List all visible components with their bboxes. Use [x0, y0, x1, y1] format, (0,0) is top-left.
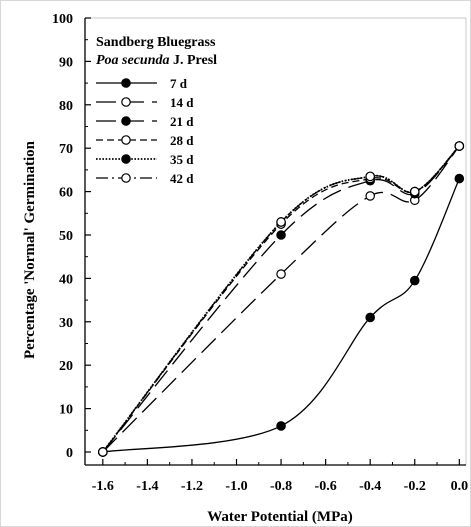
x-tick-label: -0.6: [315, 479, 337, 494]
legend-title-line2: Poa secunda J. Presl: [96, 53, 217, 68]
x-tick-label: -0.2: [404, 479, 426, 494]
data-point-42d: [98, 447, 108, 457]
legend-label-35d: 35 d: [170, 152, 194, 167]
y-tick-label: 40: [59, 272, 73, 287]
series-layer: [102, 145, 460, 453]
y-axis-label: Percentage 'Normal' Germination: [22, 140, 38, 359]
data-point-42d: [365, 171, 375, 182]
legend-marker-42d: [121, 173, 131, 183]
data-point-14d: [276, 269, 286, 279]
x-tick-label: -0.4: [359, 479, 381, 494]
data-point-42d: [409, 186, 420, 197]
data-point-42d: [276, 217, 286, 227]
legend-label-7d: 7 d: [170, 76, 188, 91]
series-line-7d: [102, 178, 460, 453]
y-tick-label: 80: [59, 99, 73, 114]
data-point-7d: [276, 421, 286, 431]
x-tick-label: -0.8: [270, 479, 292, 494]
x-tick-label: -1.0: [225, 479, 247, 494]
series-line-14d: [102, 145, 460, 453]
y-tick-label: 90: [59, 55, 73, 70]
legend-label-42d: 42 d: [170, 171, 194, 186]
legend-label-14d: 14 d: [170, 95, 194, 110]
data-point-7d: [454, 173, 465, 184]
legend-marker-28d: [121, 135, 131, 145]
marker-layer: [98, 141, 465, 457]
y-tick-label: 0: [66, 446, 73, 461]
x-tick-label: 0.0: [451, 479, 469, 494]
y-tick-label: 50: [59, 229, 73, 244]
y-tick-label: 30: [59, 316, 73, 331]
legend-label-21d: 21 d: [170, 114, 194, 129]
y-tick-label: 20: [59, 359, 73, 374]
x-tick-label: -1.4: [136, 479, 158, 494]
y-tick-label: 70: [59, 142, 73, 157]
legend-marker-7d: [121, 78, 131, 88]
legend-marker-14d: [121, 97, 131, 107]
data-point-42d: [454, 141, 465, 151]
data-point-14d: [365, 191, 375, 201]
legend: Sandberg Bluegrass Poa secunda J. Presl …: [96, 35, 217, 186]
axis-layer: 0 10 20 30 40 50 60 70 80 90 100 -1.6 -1.4 -1.2 -1.0 -0…: [52, 12, 468, 494]
series-line-42d: [102, 145, 460, 453]
legend-title-species: Poa secunda: [96, 53, 170, 68]
data-point-21d: [276, 230, 286, 240]
legend-marker-21d: [121, 116, 131, 126]
series-line-28d: [102, 145, 460, 453]
legend-marker-35d: [121, 154, 131, 164]
legend-label-28d: 28 d: [170, 133, 194, 148]
data-point-7d: [365, 312, 375, 323]
y-tick-label: 10: [59, 403, 73, 418]
series-line-21d: [102, 145, 460, 453]
y-tick-label: 100: [52, 12, 73, 27]
y-tick-label: 60: [59, 186, 73, 201]
legend-title-line1: Sandberg Bluegrass: [96, 35, 216, 50]
x-tick-label: -1.6: [92, 479, 114, 494]
x-axis-label: Water Potential (MPa): [207, 509, 353, 525]
data-point-7d: [409, 275, 420, 286]
legend-title-authority: J. Presl: [170, 53, 218, 68]
x-tick-label: -1.2: [181, 479, 203, 494]
